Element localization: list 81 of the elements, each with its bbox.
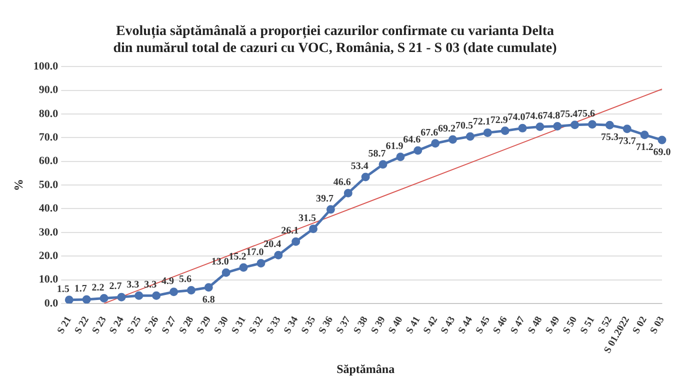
data-label: 2.2: [92, 282, 104, 294]
text: din numărul total de cazuri cu VOC, România, S 21 - S 03 (date cumulate): [113, 40, 557, 56]
y-tick-label: 80.0: [38, 108, 59, 120]
data-label: 20.4: [264, 239, 282, 250]
data-label: 17.0: [246, 247, 264, 258]
y-axis-title: %: [11, 179, 26, 192]
x-axis-title: Săptămâna: [336, 362, 395, 376]
data-label: 69.0: [653, 147, 671, 158]
x-tick-label: S 46: [491, 314, 510, 336]
x-tick-label: S 51: [578, 314, 598, 336]
x-tick-label: S 37: [334, 314, 353, 336]
x-tick-label: S 35: [300, 314, 318, 336]
data-label: 31.5: [298, 212, 316, 224]
data-label: 46.6: [333, 177, 351, 188]
data-label: 2.7: [109, 281, 122, 292]
x-tick-label: S 44: [456, 314, 476, 336]
x-tick-label: S 29: [194, 314, 214, 336]
x-tick-label: S 38: [352, 314, 370, 336]
x-tick-label: S 27: [160, 314, 179, 336]
data-label: 73.7: [618, 136, 636, 147]
data-label: 39.7: [316, 193, 334, 204]
data-label: 58.7: [368, 148, 386, 160]
x-tick-label: S 25: [125, 314, 144, 336]
data-label: 72.1: [472, 116, 490, 128]
x-tick-label: S 28: [177, 314, 196, 336]
data-label: 75.6: [578, 108, 596, 120]
x-tick-label: S 45: [474, 314, 492, 336]
x-tick-label: S 49: [544, 314, 562, 336]
data-label: 53.4: [350, 160, 368, 172]
y-tick-label: 70.0: [38, 132, 59, 144]
data-label: 64.6: [403, 134, 421, 146]
y-tick-label: 30.0: [38, 226, 59, 238]
data-label: 1.7: [74, 283, 87, 294]
x-tick-label: S 48: [526, 314, 545, 336]
x-tick-label: S 42: [422, 314, 440, 336]
data-label: 74.0: [508, 112, 526, 124]
text: Evoluția săptămânală a proporției cazurilor confirmate cu varianta Delta: [116, 24, 554, 40]
data-label: 3.3: [126, 280, 140, 291]
x-tick-label: S 34: [282, 314, 301, 336]
y-tick-label: 0.0: [44, 297, 59, 310]
x-tick-label: S 24: [108, 314, 126, 336]
data-label: 75.3: [600, 132, 618, 144]
x-tick-label: S 26: [142, 314, 162, 336]
data-label: 5.6: [178, 274, 192, 286]
data-label: 69.2: [438, 124, 456, 135]
x-tick-label: S 22: [72, 314, 92, 336]
y-tick-label: 100.0: [33, 60, 59, 72]
x-tick-label: S 23: [90, 314, 109, 336]
x-tick-label: S 47: [508, 314, 528, 336]
x-tick-label: S 03: [648, 314, 667, 336]
data-label: 75.4: [560, 108, 578, 120]
data-label: 6.8: [202, 294, 215, 306]
x-tick-label: S 40: [386, 314, 406, 336]
data-label: 15.2: [228, 251, 246, 262]
x-tick-label: S 31: [230, 314, 248, 336]
x-tick-label: S 39: [369, 314, 388, 336]
data-label: 70.5: [455, 120, 473, 132]
x-tick-label: S 41: [404, 314, 423, 336]
x-tick-label: S 30: [212, 314, 231, 336]
y-tick-label: 10.0: [38, 274, 59, 286]
data-label: 4.9: [162, 276, 174, 287]
y-tick-label: 50.0: [38, 178, 59, 191]
data-label: 1.5: [56, 284, 70, 295]
x-tick-label: S 43: [439, 314, 458, 336]
data-label: 74.8: [542, 110, 560, 122]
data-label: 67.6: [420, 127, 438, 138]
y-tick-label: 60.0: [38, 155, 59, 168]
x-tick-label: S 02: [630, 314, 650, 336]
x-tick-label: S 50: [561, 314, 580, 336]
data-label: 61.9: [386, 140, 404, 152]
y-tick-label: 20.0: [38, 250, 59, 262]
data-label: 13.0: [211, 256, 229, 268]
data-label: 74.6: [525, 110, 543, 122]
x-tick-label: S 33: [264, 314, 284, 336]
x-tick-label: S 36: [316, 314, 336, 336]
y-tick-label: 40.0: [38, 202, 59, 215]
data-label: 72.9: [490, 114, 508, 126]
x-tick-label: S 21: [55, 314, 74, 336]
y-tick-label: 90.0: [38, 84, 59, 96]
x-tick-label: S 32: [247, 314, 266, 336]
data-label: 71.2: [636, 142, 654, 153]
